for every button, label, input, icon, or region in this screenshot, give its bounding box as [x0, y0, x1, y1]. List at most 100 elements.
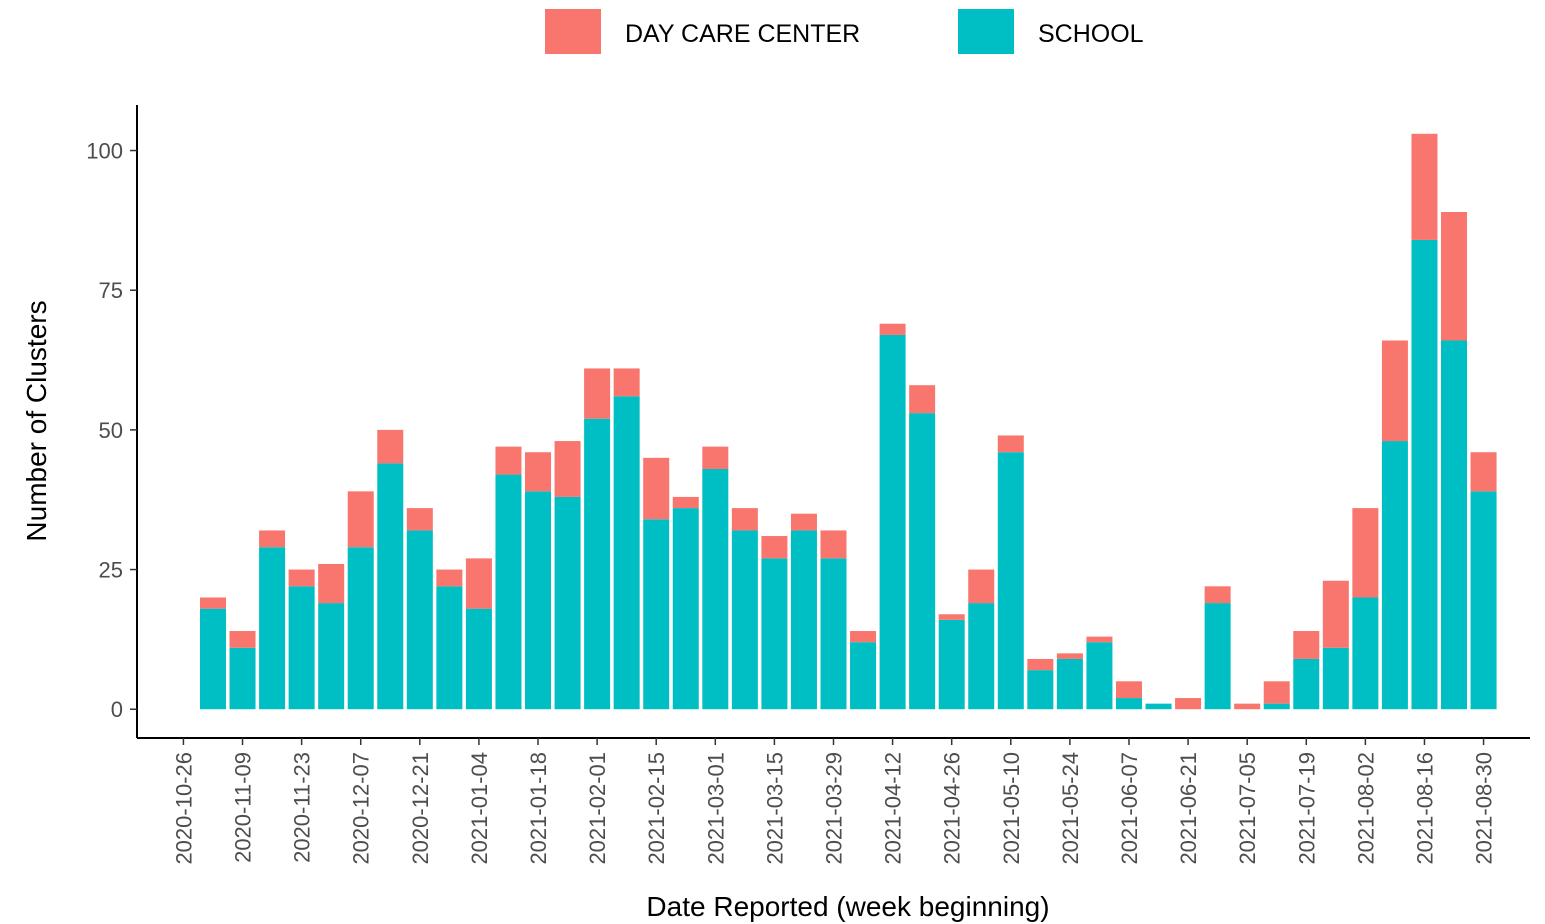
x-tick-label: 2021-03-29	[822, 752, 847, 865]
bar-segment	[613, 396, 640, 710]
bar-segment	[672, 508, 699, 710]
bar-segment	[1056, 658, 1083, 710]
legend-swatch	[958, 9, 1014, 54]
y-tick-label: 0	[111, 697, 123, 722]
bar-segment	[436, 569, 463, 587]
bar-segment	[702, 446, 729, 469]
bar-segment	[199, 597, 226, 609]
legend-swatch	[545, 9, 601, 54]
x-tick-label: 2021-04-26	[940, 752, 965, 865]
bar-segment	[288, 586, 315, 710]
bar-segment	[968, 569, 995, 604]
bar-segment	[672, 496, 699, 509]
y-tick-label: 100	[86, 139, 123, 164]
bar-segment	[1115, 698, 1142, 710]
bar-segment	[1263, 703, 1290, 710]
bar-segment	[525, 491, 552, 710]
bar-segment	[288, 569, 315, 587]
bar-segment	[613, 368, 640, 397]
bar-segment	[731, 530, 758, 710]
bar-segment	[1027, 670, 1054, 710]
legend-label: SCHOOL	[1038, 20, 1144, 48]
x-tick-label: 2021-04-12	[881, 752, 906, 865]
bar-segment	[584, 368, 611, 419]
bar-segment	[347, 547, 374, 710]
x-tick-label: 2021-06-07	[1117, 752, 1142, 865]
x-tick-label: 2021-05-10	[999, 752, 1024, 865]
bar-segment	[554, 441, 581, 497]
bar-segment	[1352, 508, 1379, 598]
bar-segment	[1175, 698, 1202, 710]
bar-segment	[820, 558, 847, 710]
bar-segment	[731, 508, 758, 531]
x-tick-label: 2020-11-23	[290, 752, 315, 863]
y-tick-label: 75	[99, 278, 123, 303]
bar-segment	[820, 530, 847, 559]
bar-segment	[259, 547, 286, 710]
bar-segment	[199, 608, 226, 710]
bar-segment	[909, 413, 936, 710]
x-tick-label: 2021-08-30	[1472, 752, 1497, 865]
bar-segment	[997, 452, 1024, 710]
bar-segment	[1381, 441, 1408, 710]
bar-segment	[259, 530, 286, 548]
x-tick-label: 2021-08-16	[1412, 752, 1437, 865]
bar-segment	[554, 496, 581, 710]
bar-segment	[1145, 703, 1172, 710]
bar-segment	[1470, 452, 1497, 492]
bar-segment	[879, 334, 906, 710]
bar-segment	[997, 435, 1024, 453]
x-tick-label: 2021-01-18	[526, 752, 551, 865]
x-tick-label: 2021-01-04	[467, 752, 492, 865]
bar-segment	[1470, 491, 1497, 710]
bar-segment	[1293, 631, 1320, 659]
bar-segment	[850, 631, 877, 643]
bar-segment	[938, 614, 965, 620]
bar-segment	[1293, 658, 1320, 710]
bar-segment	[968, 603, 995, 710]
bar-segment	[1322, 647, 1349, 710]
bar-segment	[1115, 681, 1142, 699]
bar-segment	[377, 463, 404, 710]
legend-label: DAY CARE CENTER	[625, 20, 860, 48]
bar-segment	[879, 323, 906, 335]
bar-segment	[406, 530, 433, 710]
bar-segment	[1381, 340, 1408, 442]
bar-segment	[1441, 211, 1468, 341]
x-tick-label: 2021-02-01	[585, 752, 610, 865]
x-tick-label: 2021-02-15	[644, 752, 669, 865]
bar-segment	[761, 536, 788, 559]
bar-segment	[229, 647, 256, 710]
x-tick-label: 2020-12-07	[349, 752, 374, 865]
bar-segment	[1204, 603, 1231, 710]
bar-segment	[1411, 133, 1438, 240]
bar-segment	[1086, 642, 1113, 710]
x-tick-label: 2021-03-15	[762, 752, 787, 865]
y-tick-label: 50	[99, 418, 123, 443]
x-tick-label: 2020-12-21	[408, 752, 433, 865]
x-tick-label: 2021-03-01	[703, 752, 728, 865]
x-tick-label: 2021-06-21	[1176, 752, 1201, 865]
bar-segment	[938, 619, 965, 710]
bar-segment	[1027, 658, 1054, 671]
bar-segment	[1056, 653, 1083, 659]
bar-segment	[318, 563, 345, 604]
x-axis-title: Date Reported (week beginning)	[646, 891, 1049, 922]
bar-segment	[465, 558, 492, 609]
bar-segment	[495, 474, 522, 710]
x-tick-label: 2021-07-19	[1294, 752, 1319, 865]
bar-segment	[436, 586, 463, 710]
bar-segment	[584, 418, 611, 710]
bar-segment	[790, 530, 817, 710]
bar-segment	[790, 513, 817, 531]
bar-segment	[347, 491, 374, 548]
x-tick-label: 2021-07-05	[1235, 752, 1260, 865]
bar-segment	[525, 452, 552, 492]
bar-segment	[702, 468, 729, 710]
bar-segment	[1322, 580, 1349, 648]
bar-segment	[1411, 239, 1438, 710]
y-tick-label: 25	[99, 558, 123, 583]
bar-segment	[465, 608, 492, 710]
x-tick-label: 2021-05-24	[1058, 752, 1083, 865]
